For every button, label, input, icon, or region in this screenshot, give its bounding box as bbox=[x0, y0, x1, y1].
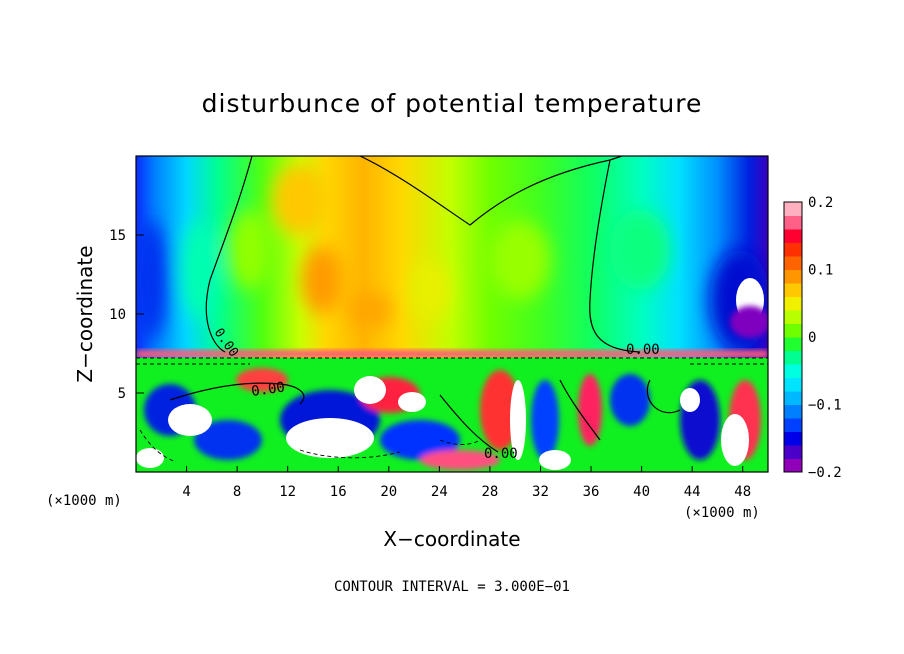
x-unit-left: (×1000 m) bbox=[46, 493, 122, 509]
colorbar-swatch bbox=[784, 350, 802, 365]
colorbar-swatch bbox=[784, 269, 802, 284]
x-tick-label: 44 bbox=[684, 484, 701, 500]
contour-label: 0.00 bbox=[484, 446, 518, 462]
chart-title: disturbunce of potential temperature bbox=[202, 89, 703, 118]
colorbar-swatch bbox=[784, 229, 802, 243]
contour-lines bbox=[169, 156, 681, 453]
contour-interval-note: CONTOUR INTERVAL = 3.000E−01 bbox=[334, 579, 570, 595]
y-axis-label: Z−coordinate bbox=[73, 245, 97, 382]
x-tick-label: 16 bbox=[330, 484, 347, 500]
colorbar-swatch bbox=[784, 418, 802, 432]
inversion-band bbox=[136, 350, 768, 358]
x-tick-label: 36 bbox=[583, 484, 600, 500]
x-tick-label: 28 bbox=[481, 484, 498, 500]
colorbar-swatch bbox=[784, 256, 802, 270]
colorbar-tick-label: 0 bbox=[808, 330, 816, 346]
colorbar-tick-label: 0.1 bbox=[808, 263, 833, 279]
y-tick-label: 15 bbox=[109, 228, 126, 244]
y-axis: 5 10 15 bbox=[109, 228, 144, 402]
dashed-contours bbox=[136, 357, 768, 463]
x-tick-label: 24 bbox=[431, 484, 448, 500]
colorbar-swatch bbox=[784, 391, 802, 405]
colorbar-swatch bbox=[784, 242, 802, 257]
x-tick-label: 12 bbox=[279, 484, 296, 500]
contour-label: 0.00 bbox=[626, 342, 660, 358]
colorbar-swatch bbox=[784, 323, 802, 338]
x-tick-label: 48 bbox=[734, 484, 751, 500]
x-axis: 4 8 12 16 20 24 28 32 36 40 44 48 bbox=[182, 466, 751, 500]
colorbar-frame bbox=[783, 201, 803, 473]
colorbar-swatch bbox=[784, 215, 802, 230]
y-tick-label: 5 bbox=[118, 386, 126, 402]
colorbar-swatch bbox=[784, 296, 802, 311]
plot-area: 0.00 0.00 0.00 0.00 bbox=[136, 156, 768, 472]
colorbar-swatch bbox=[784, 404, 802, 419]
x-tick-label: 20 bbox=[380, 484, 397, 500]
y-tick-label: 10 bbox=[109, 307, 126, 323]
colorbar-swatch bbox=[784, 202, 802, 216]
colorbar-swatch bbox=[784, 445, 802, 459]
x-unit-right: (×1000 m) bbox=[684, 505, 760, 521]
x-tick-label: 32 bbox=[532, 484, 549, 500]
colorbar-swatch bbox=[784, 283, 802, 297]
x-tick-label: 8 bbox=[233, 484, 241, 500]
colorbar-swatch bbox=[784, 458, 802, 473]
colorbar-swatch bbox=[784, 377, 802, 392]
colorbar-swatch bbox=[784, 310, 802, 324]
colorbar-tick-label: −0.1 bbox=[808, 398, 842, 414]
colorbar-tick-label: −0.2 bbox=[808, 465, 842, 481]
x-tick-label: 40 bbox=[633, 484, 650, 500]
colorbar-swatch bbox=[784, 431, 802, 446]
colorbar-tick-label: 0.2 bbox=[808, 195, 833, 211]
colorbar-swatch bbox=[784, 337, 802, 351]
x-axis-label: X−coordinate bbox=[383, 527, 520, 551]
contour-label: 0.00 bbox=[250, 379, 286, 400]
white-extrema bbox=[136, 376, 749, 470]
x-tick-label: 4 bbox=[182, 484, 190, 500]
colorbar-swatch bbox=[784, 364, 802, 378]
colorbar: 0.2 0.1 0 −0.1 −0.2 bbox=[783, 195, 842, 481]
